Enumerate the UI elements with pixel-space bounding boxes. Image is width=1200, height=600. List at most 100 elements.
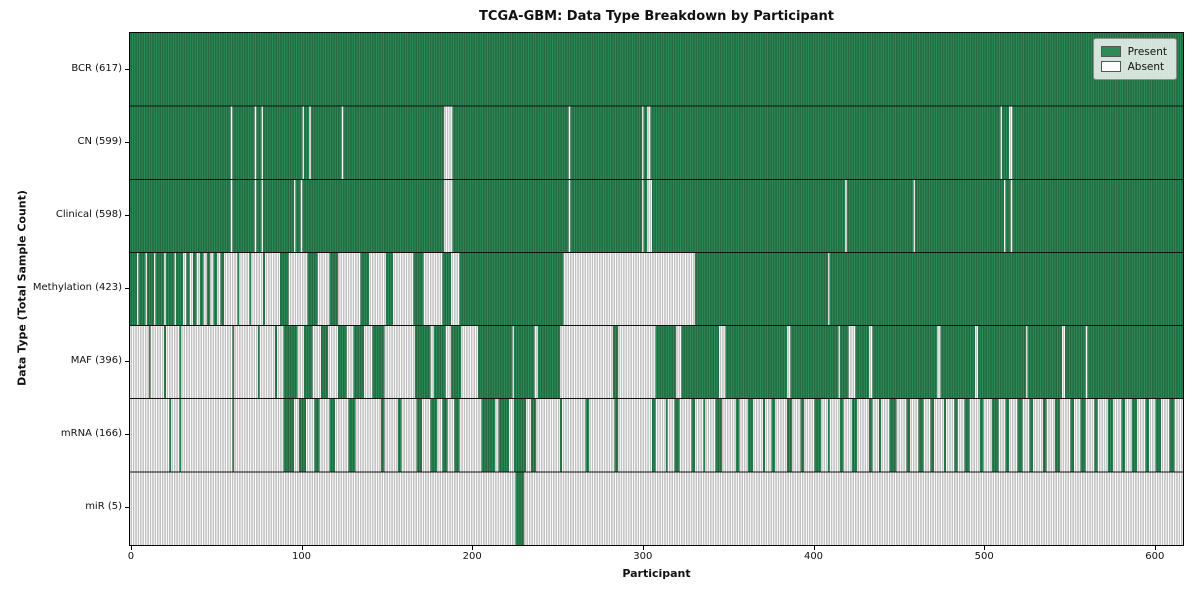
heatmap-run xyxy=(1025,325,1028,399)
heatmap-run xyxy=(261,106,264,180)
heatmap-run xyxy=(514,325,535,399)
heatmap-run xyxy=(705,398,716,472)
heatmap-run xyxy=(889,398,897,472)
heatmap-run xyxy=(459,252,564,326)
heatmap-run xyxy=(839,325,849,399)
heatmap-run xyxy=(641,179,644,253)
ytick-label-mRNA: mRNA (166) xyxy=(60,428,122,440)
heatmap-run xyxy=(181,325,233,399)
heatmap-run xyxy=(444,106,453,180)
heatmap-run xyxy=(937,325,941,399)
heatmap-run xyxy=(302,106,305,180)
heatmap-run xyxy=(264,252,281,326)
heatmap-run xyxy=(174,252,177,326)
heatmap-run xyxy=(814,398,822,472)
heatmap-run xyxy=(444,179,453,253)
heatmap-run xyxy=(715,398,723,472)
heatmap-run xyxy=(145,252,148,326)
heatmap-run xyxy=(918,398,924,472)
heatmap-run xyxy=(239,252,250,326)
heatmap-run xyxy=(386,252,393,326)
heatmap-run xyxy=(679,398,692,472)
heatmap-run xyxy=(147,252,154,326)
heatmap-run xyxy=(256,106,262,180)
heatmap-run xyxy=(478,325,513,399)
heatmap-run xyxy=(343,106,445,180)
heatmap-run xyxy=(276,325,284,399)
heatmap-run xyxy=(130,33,1183,107)
heatmap-run xyxy=(896,398,907,472)
heatmap-run xyxy=(655,325,677,399)
heatmap-run xyxy=(307,252,318,326)
heatmap-run xyxy=(346,325,354,399)
heatmap-run xyxy=(787,325,791,399)
heatmap-run xyxy=(1160,398,1170,472)
ytick-label-Methylation: Methylation (423) xyxy=(32,282,122,293)
heatmap-run xyxy=(263,106,303,180)
ytick-mark xyxy=(125,288,129,289)
heatmap-plot-area: Present Absent xyxy=(129,32,1184,546)
heatmap-run xyxy=(570,179,643,253)
xtick-mark xyxy=(301,546,303,550)
heatmap-run xyxy=(868,325,873,399)
heatmap-run xyxy=(251,252,264,326)
heatmap-run xyxy=(232,325,235,399)
heatmap-run xyxy=(199,252,204,326)
heatmap-run xyxy=(1121,398,1126,472)
heatmap-run xyxy=(415,325,431,399)
heatmap-run xyxy=(445,325,451,399)
x-axis-label: Participant xyxy=(622,567,691,580)
heatmap-run xyxy=(674,398,680,472)
heatmap-run xyxy=(293,179,296,253)
heatmap-run xyxy=(945,398,955,472)
heatmap-run xyxy=(923,398,931,472)
heatmap-run xyxy=(1003,179,1006,253)
heatmap-run xyxy=(570,106,643,180)
heatmap-run xyxy=(828,252,830,326)
heatmap-run xyxy=(495,398,499,472)
heatmap-run xyxy=(848,325,856,399)
xtick-label-0: 0 xyxy=(127,551,135,562)
heatmap-run xyxy=(293,398,300,472)
heatmap-run xyxy=(643,179,648,253)
heatmap-run xyxy=(165,325,180,399)
heatmap-run xyxy=(979,398,984,472)
heatmap-run xyxy=(846,179,914,253)
xtick-mark xyxy=(813,546,815,550)
ytick-mark xyxy=(125,361,129,363)
xtick-mark xyxy=(642,546,644,550)
heatmap-run xyxy=(164,325,166,399)
heatmap-run xyxy=(792,398,801,472)
present-swatch-icon xyxy=(1100,46,1121,57)
heatmap-run xyxy=(915,179,1004,253)
heatmap-run xyxy=(983,398,992,472)
heatmap-run xyxy=(667,398,675,472)
heatmap-run xyxy=(1174,398,1183,472)
heatmap-run xyxy=(176,252,183,326)
heatmap-run xyxy=(304,325,313,399)
heatmap-run xyxy=(612,325,619,399)
heatmap-run xyxy=(430,398,438,472)
xtick-label-600: 600 xyxy=(1145,551,1165,562)
heatmap-run xyxy=(368,252,387,326)
heatmap-run xyxy=(991,398,999,472)
heatmap-run xyxy=(234,325,259,399)
heatmap-run xyxy=(136,252,139,326)
heatmap-run xyxy=(232,179,255,253)
heatmap-run xyxy=(829,398,841,472)
heatmap-run xyxy=(909,398,919,472)
heatmap-run xyxy=(1012,179,1183,253)
heatmap-run xyxy=(880,398,890,472)
heatmap-run xyxy=(413,252,424,326)
heatmap-run xyxy=(524,471,1183,545)
legend: Present Absent xyxy=(1092,38,1177,80)
xtick-mark xyxy=(130,546,132,550)
heatmap-run xyxy=(1094,398,1098,472)
heatmap-run xyxy=(210,252,214,326)
heatmap-run xyxy=(450,325,462,399)
heatmap-run xyxy=(442,398,448,472)
heatmap-run xyxy=(261,179,264,253)
heatmap-run xyxy=(203,252,207,326)
heatmap-run xyxy=(232,106,255,180)
heatmap-run xyxy=(739,398,748,472)
